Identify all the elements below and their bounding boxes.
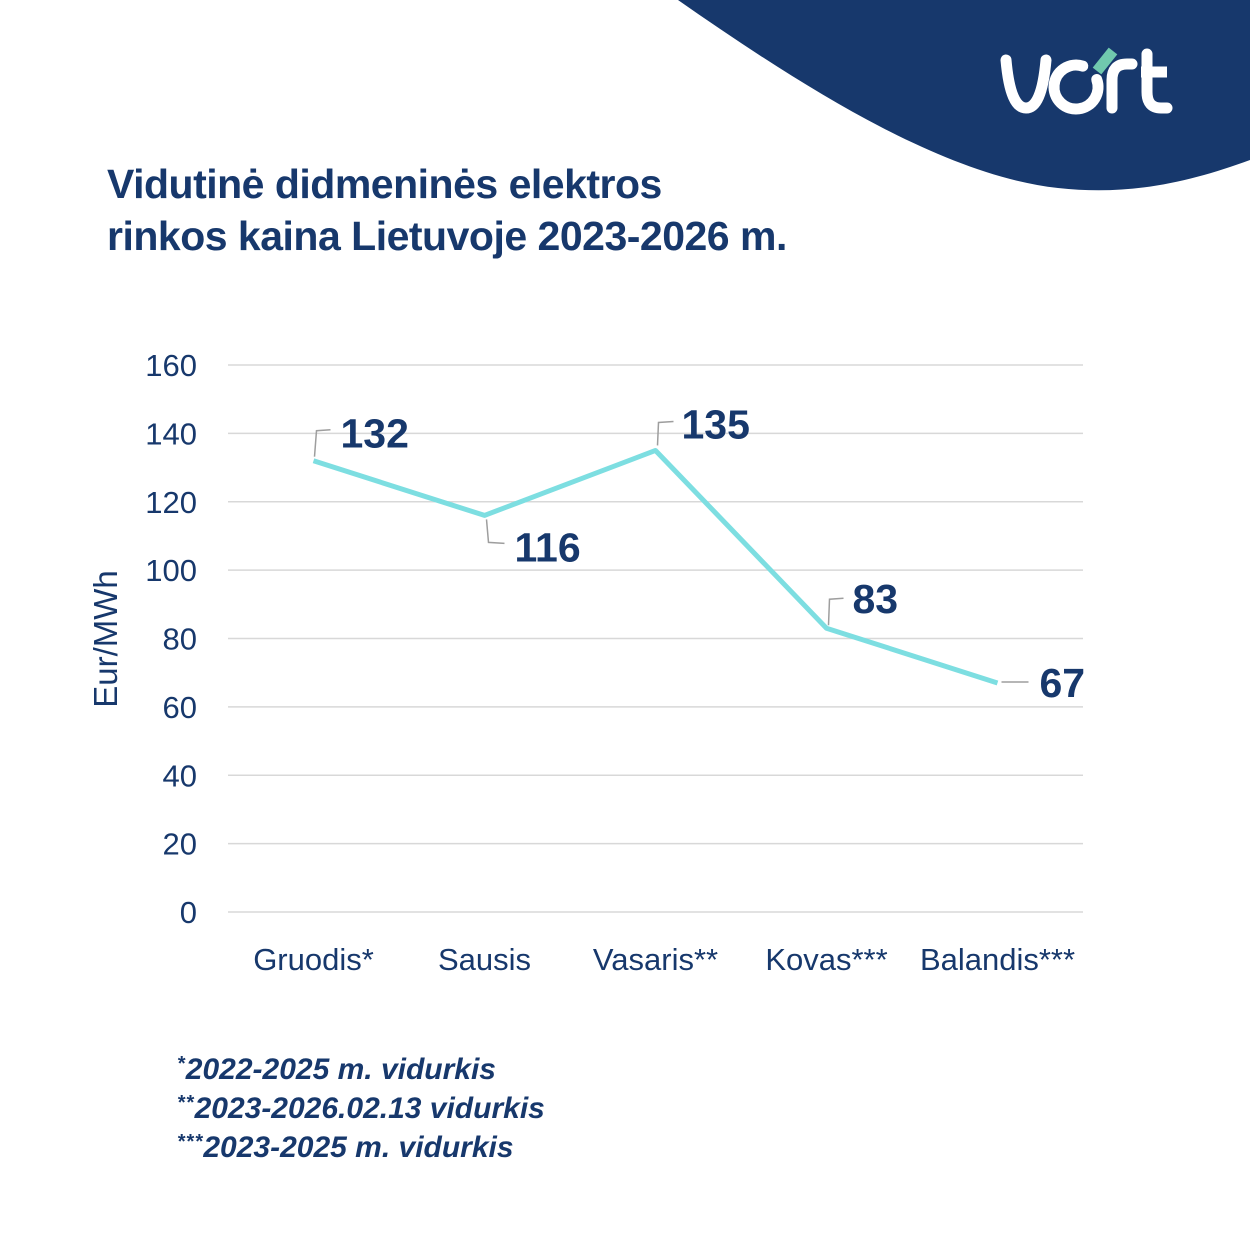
x-axis-label: Kovas*** bbox=[765, 942, 887, 977]
x-axis-label: Gruodis* bbox=[253, 942, 374, 977]
data-label-leader-line bbox=[313, 428, 331, 457]
footnote-stars: * bbox=[177, 1053, 186, 1075]
footnote-line: **2023-2026.02.13 vidurkis bbox=[177, 1091, 545, 1130]
chart-title: Vidutinė didmeninės elektros rinkos kain… bbox=[107, 158, 787, 262]
y-tick-label: 0 bbox=[180, 895, 197, 930]
footnote-stars: *** bbox=[177, 1131, 204, 1153]
logo-letter-t-stem bbox=[1141, 48, 1173, 114]
y-tick-label: 40 bbox=[163, 758, 197, 793]
y-tick-label: 20 bbox=[163, 827, 197, 862]
logo-letter-r bbox=[1106, 58, 1138, 114]
footnotes: *2022-2025 m. vidurkis **2023-2026.02.13… bbox=[177, 1052, 545, 1169]
header-decoration bbox=[678, 0, 1250, 191]
price-line-series bbox=[312, 447, 999, 686]
footnote-stars: ** bbox=[177, 1092, 195, 1114]
data-label: 132 bbox=[341, 411, 409, 457]
data-label: 116 bbox=[515, 524, 581, 570]
y-tick-label: 140 bbox=[145, 416, 197, 451]
data-label: 67 bbox=[1040, 660, 1086, 706]
y-tick-label: 160 bbox=[145, 348, 197, 383]
logo-accent-mark bbox=[1092, 47, 1118, 75]
x-axis-label: Balandis*** bbox=[920, 942, 1075, 977]
y-tick-label: 100 bbox=[145, 553, 197, 588]
footnote-text: 2023-2026.02.13 vidurkis bbox=[194, 1092, 545, 1125]
data-label: 135 bbox=[682, 401, 750, 447]
data-label-leader-line bbox=[656, 420, 674, 446]
footnote-text: 2022-2025 m. vidurkis bbox=[185, 1053, 496, 1086]
chart-title-line-1: Vidutinė didmeninės elektros bbox=[107, 161, 662, 207]
y-axis-title: Eur/MWh bbox=[87, 570, 124, 708]
y-tick-label: 120 bbox=[145, 485, 197, 520]
data-label-leader-line bbox=[485, 519, 505, 545]
footnote-text: 2023-2025 m. vidurkis bbox=[203, 1131, 514, 1164]
logo-letter-e bbox=[1048, 59, 1104, 115]
logo-letter-v bbox=[1000, 54, 1052, 114]
data-label: 83 bbox=[853, 576, 899, 622]
x-axis-label: Vasaris** bbox=[593, 942, 718, 977]
corner-blob bbox=[678, 0, 1250, 191]
footnote-line: ***2023-2025 m. vidurkis bbox=[177, 1130, 545, 1169]
footnote-line: *2022-2025 m. vidurkis bbox=[177, 1052, 545, 1091]
vert-logo bbox=[1000, 47, 1173, 115]
y-tick-label: 80 bbox=[163, 622, 197, 657]
chart-title-line-2: rinkos kaina Lietuvoje 2023-2026 m. bbox=[107, 213, 787, 259]
y-tick-label: 60 bbox=[163, 690, 197, 725]
data-label-leader-line bbox=[827, 597, 844, 626]
x-axis-label: Sausis bbox=[438, 942, 531, 977]
